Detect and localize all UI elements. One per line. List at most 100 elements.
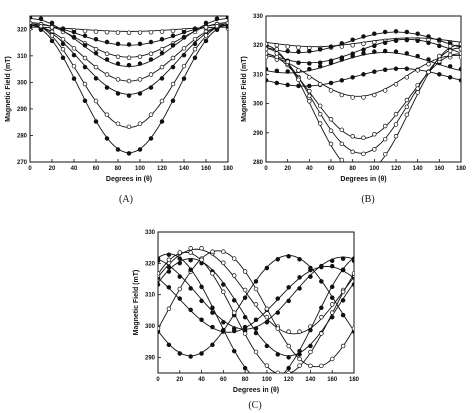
- data-point: [104, 39, 110, 45]
- data-point: [231, 256, 237, 261]
- data-point: [254, 377, 258, 381]
- data-point: [82, 81, 88, 87]
- data-point: [426, 69, 431, 75]
- series-6: [158, 257, 354, 360]
- data-point: [274, 47, 280, 52]
- data-point: [361, 47, 366, 52]
- data-point: [297, 356, 302, 362]
- data-point: [126, 124, 132, 130]
- data-point: [447, 43, 453, 49]
- data-point: [192, 27, 198, 32]
- data-point: [393, 29, 399, 34]
- data-point: [458, 78, 461, 83]
- y-tick-label: 330: [145, 230, 156, 236]
- data-point: [329, 310, 335, 315]
- data-point: [115, 54, 121, 60]
- data-point: [415, 68, 420, 73]
- data-point: [231, 298, 237, 303]
- data-point: [296, 68, 301, 73]
- data-point: [158, 326, 161, 331]
- data-point: [210, 342, 215, 348]
- data-point: [253, 302, 259, 307]
- x-tick-label: 20: [49, 166, 56, 172]
- x-tick-label: 100: [262, 377, 273, 383]
- data-point: [188, 286, 193, 291]
- data-point: [115, 147, 121, 152]
- data-point: [49, 38, 55, 44]
- data-point: [60, 46, 66, 52]
- data-point: [275, 370, 281, 373]
- data-point: [231, 348, 237, 354]
- x-tick-label: 160: [434, 166, 445, 172]
- y-tick-label: 300: [17, 80, 28, 86]
- data-point: [339, 157, 345, 162]
- data-point: [382, 67, 388, 72]
- y-tick-label: 310: [253, 72, 264, 78]
- data-point: [286, 365, 291, 371]
- data-point: [71, 34, 77, 40]
- data-point: [426, 61, 431, 67]
- data-point: [372, 131, 377, 137]
- data-point: [286, 298, 291, 304]
- data-point: [266, 66, 269, 72]
- y-tick-label: 290: [17, 107, 28, 113]
- data-point: [266, 78, 269, 83]
- data-point: [104, 72, 110, 77]
- data-point: [372, 31, 377, 36]
- x-tick-label: 40: [71, 166, 78, 172]
- data-point: [307, 75, 312, 80]
- data-point: [221, 320, 226, 325]
- x-tick-label: 180: [223, 166, 234, 172]
- data-point: [104, 51, 110, 57]
- data-point: [242, 331, 248, 336]
- data-point: [93, 76, 99, 81]
- data-point: [126, 78, 132, 84]
- x-tick-label: 180: [456, 166, 467, 172]
- series-7: [158, 250, 354, 373]
- data-point: [188, 250, 193, 255]
- data-point: [297, 275, 302, 280]
- data-point: [297, 286, 302, 291]
- data-point: [317, 82, 323, 87]
- data-point: [148, 85, 154, 90]
- data-point: [188, 246, 193, 251]
- data-point: [328, 116, 334, 122]
- data-point: [148, 57, 154, 62]
- data-point: [426, 57, 431, 62]
- data-point: [415, 86, 420, 91]
- data-point: [115, 91, 121, 96]
- data-point: [253, 286, 259, 292]
- data-point: [447, 48, 453, 54]
- data-point: [166, 342, 172, 348]
- data-point: [137, 121, 143, 126]
- data-point: [210, 249, 215, 254]
- data-point: [286, 285, 291, 290]
- data-point: [264, 306, 270, 312]
- data-point: [372, 49, 377, 54]
- y-tick-label: 290: [253, 131, 264, 137]
- data-point: [350, 149, 355, 155]
- data-point: [296, 60, 301, 65]
- data-point: [447, 64, 453, 69]
- plot-frame: [29, 15, 229, 163]
- series-2: [266, 29, 461, 55]
- data-point: [214, 16, 220, 22]
- data-point: [285, 59, 290, 65]
- data-point: [275, 310, 281, 315]
- series-9: [266, 41, 461, 162]
- y-tick-label: 330: [253, 14, 264, 20]
- data-point: [181, 34, 187, 40]
- data-point: [329, 263, 335, 269]
- data-point: [426, 34, 431, 39]
- data-point: [382, 48, 388, 54]
- data-point: [308, 265, 313, 271]
- data-point: [307, 99, 312, 104]
- data-point: [82, 64, 88, 70]
- panel-label: (C): [248, 400, 261, 411]
- data-point: [166, 285, 172, 290]
- data-point: [404, 104, 410, 110]
- data-point: [361, 151, 366, 157]
- data-point: [49, 20, 55, 26]
- data-point: [82, 43, 88, 48]
- data-point: [214, 27, 220, 33]
